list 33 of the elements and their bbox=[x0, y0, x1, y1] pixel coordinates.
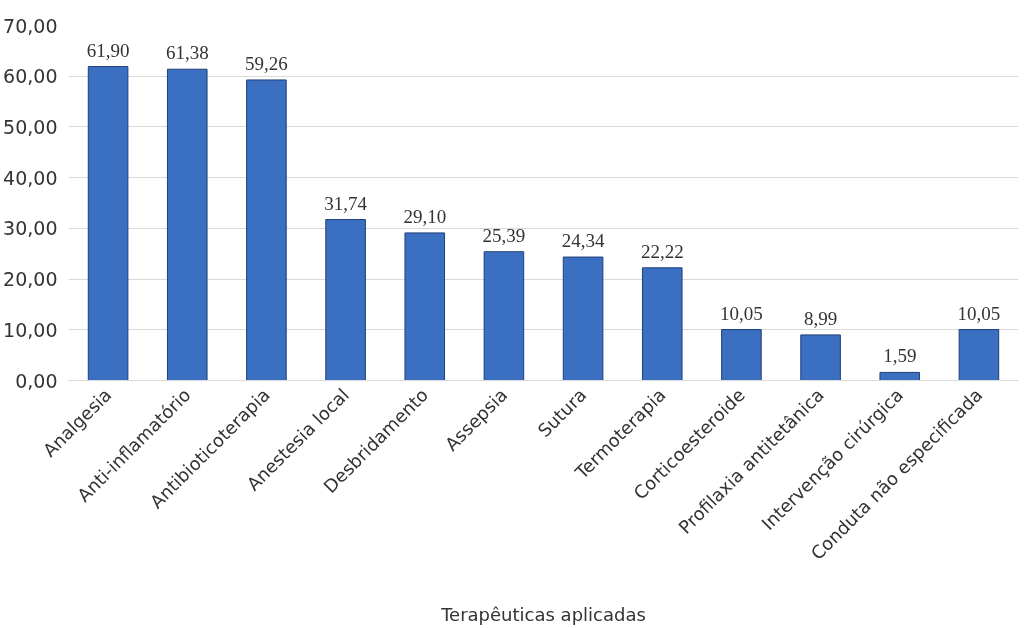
y-tick-label: 50,00 bbox=[3, 115, 58, 138]
data-label: 22,22 bbox=[640, 240, 684, 262]
bar bbox=[87, 66, 129, 381]
y-tick-label: 60,00 bbox=[3, 65, 58, 88]
data-label: 10,05 bbox=[957, 302, 1001, 324]
bar bbox=[325, 219, 366, 381]
y-tick-label: 30,00 bbox=[3, 217, 58, 240]
bar bbox=[246, 79, 287, 381]
data-label: 31,74 bbox=[324, 192, 368, 214]
data-label: 25,39 bbox=[482, 224, 526, 246]
bar bbox=[721, 329, 762, 381]
bar bbox=[483, 251, 525, 381]
y-tick-label: 70,00 bbox=[3, 14, 58, 37]
data-label: 61,90 bbox=[86, 39, 130, 61]
data-label: 10,05 bbox=[720, 302, 763, 324]
y-tick-label: 10,00 bbox=[3, 318, 58, 341]
data-label: 29,10 bbox=[403, 205, 447, 227]
data-label: 8,99 bbox=[803, 307, 838, 329]
bar bbox=[641, 267, 683, 381]
data-label: 24,34 bbox=[561, 230, 605, 252]
y-tick-label: 20,00 bbox=[3, 268, 58, 291]
bar bbox=[879, 371, 921, 381]
data-label: 1,59 bbox=[883, 345, 917, 367]
y-tick-label: 40,00 bbox=[3, 166, 58, 189]
bar bbox=[800, 334, 841, 381]
bar bbox=[404, 232, 446, 381]
x-axis-title: Terapêuticas aplicadas bbox=[440, 604, 646, 626]
bar bbox=[562, 256, 604, 381]
data-label: 59,26 bbox=[245, 52, 288, 74]
data-label: 61,38 bbox=[165, 42, 209, 64]
bar bbox=[958, 329, 1000, 381]
y-tick-label: 0,00 bbox=[15, 369, 58, 392]
bar bbox=[166, 68, 208, 381]
